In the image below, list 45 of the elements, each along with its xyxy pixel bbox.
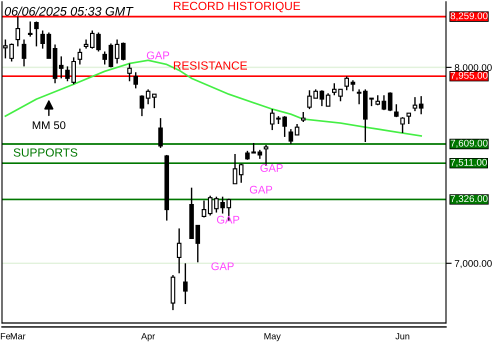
annotation: SUPPORTS — [14, 148, 78, 157]
x-tick-label: Apr — [141, 333, 156, 342]
annotation: GAP — [260, 164, 283, 172]
candlestick — [406, 112, 412, 125]
candlestick — [22, 38, 26, 68]
annotation: GAP — [250, 186, 272, 194]
y-tick-label: 8,000.00 — [454, 64, 492, 72]
ref-line-label: 7,955.00 — [450, 72, 488, 80]
candlestick — [400, 116, 405, 134]
annotation: 06/06/2025 05:33 GMT — [4, 6, 134, 16]
ref-line-label: 7,511.00 — [450, 158, 487, 167]
candlestick — [34, 20, 39, 48]
annotation: RESISTANCE — [174, 61, 247, 70]
x-tick-label: Mar — [10, 333, 26, 340]
candlestick — [282, 115, 287, 138]
x-tick-label: Fe — [0, 333, 10, 340]
candlestick — [326, 92, 330, 107]
candlestick — [294, 123, 300, 136]
annotation: GAP — [216, 216, 240, 224]
candlestick — [127, 62, 132, 82]
series-label: MM 50 — [32, 121, 66, 130]
annotation: RECORD HISTORIQUE — [174, 2, 300, 12]
candlestick — [9, 42, 14, 62]
candlestick — [28, 20, 33, 38]
candlestick — [140, 94, 144, 117]
candlestick — [288, 128, 294, 145]
candlestick — [16, 16, 20, 48]
y-tick-label: 7,000.00 — [454, 260, 492, 268]
line-series — [4, 59, 422, 137]
candlestick — [183, 262, 188, 305]
annotation: GAP — [211, 262, 234, 270]
candlestick — [158, 117, 163, 149]
candlestick — [176, 228, 182, 274]
candlestick — [133, 72, 138, 90]
x-tick-label: Jun — [395, 333, 410, 340]
candlestick — [388, 92, 392, 112]
x-tick-label: May — [264, 333, 281, 342]
ref-line-label: 7,609.00 — [450, 140, 488, 148]
annotation: GAP — [146, 51, 170, 60]
ref-line-label: 8,259.00 — [450, 12, 488, 20]
candlestick — [245, 150, 250, 161]
ref-line-label: 7,326.00 — [450, 195, 488, 204]
candlestick — [78, 48, 82, 66]
candlestick — [394, 104, 399, 118]
candlestick — [300, 111, 306, 123]
